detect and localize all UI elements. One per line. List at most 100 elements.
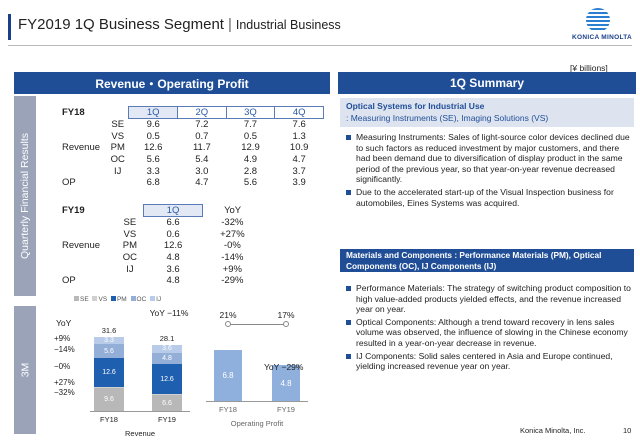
list-item: IJ Components: Solid sales centered in A… xyxy=(346,351,634,372)
page-number: 10 xyxy=(623,426,632,435)
fy19-q1-header: 1Q xyxy=(142,204,204,217)
bar-total-label: 28.1 xyxy=(159,333,175,343)
table-cell: 0.5 xyxy=(146,130,160,142)
header-divider xyxy=(8,45,632,46)
table-row: Revenue PM 12.6 11.7 12.9 10.9 xyxy=(62,142,324,154)
table-row: OC 4.8 -14% xyxy=(62,252,262,264)
bar-segment-ij: 3.3 xyxy=(94,336,124,345)
section1-bullet-list: Measuring Instruments: Sales of light-so… xyxy=(346,132,634,210)
bar-segment-vs xyxy=(152,394,182,396)
table-cell: 10.9 xyxy=(289,142,309,154)
section1-title: Optical Systems for Industrial Use xyxy=(346,101,485,111)
table-row: OP 6.8 4.7 5.6 3.9 xyxy=(62,177,324,189)
legend-swatch xyxy=(92,296,98,301)
op-bar: 4.8 xyxy=(272,365,300,401)
title-accent-bar xyxy=(8,14,11,40)
fy18-year-label: FY18 xyxy=(62,107,85,118)
legend-swatch xyxy=(130,296,136,301)
table-cell: 5.6 xyxy=(243,177,258,189)
x-tick-label: FY18 xyxy=(100,415,118,424)
margin-point xyxy=(225,321,231,327)
table-row: IJ 3.3 3.0 2.8 3.7 xyxy=(62,165,324,177)
table-row: OP 4.8 -29% xyxy=(62,275,262,287)
legend-label: SE xyxy=(80,296,89,303)
x-axis-title: Revenue xyxy=(124,429,156,438)
op-label: OP xyxy=(62,177,76,189)
konica-minolta-logo-icon xyxy=(586,8,610,32)
x-tick-label: FY18 xyxy=(219,405,237,414)
table-cell: 11.7 xyxy=(192,142,211,154)
yoy-seg-pm: −0% xyxy=(54,362,71,371)
table-cell: 3.9 xyxy=(292,177,306,189)
table-row: Revenue PM 12.6 -0% xyxy=(62,240,262,252)
section2-bullet-list: Performance Materials: The strategy of s… xyxy=(346,283,634,374)
yoy-seg-ij: +9% xyxy=(54,334,71,343)
bar-segment-se: 6.6 xyxy=(152,395,182,411)
table-cell: 4.9 xyxy=(243,153,258,165)
table-cell: 5.6 xyxy=(146,153,160,165)
yoy-cell: +9% xyxy=(222,263,242,275)
fy18-quarterly-table: FY18 1Q 2Q 3Q 4Q SE 9.6 7.2 7.7 7.6 VS 0… xyxy=(62,106,324,189)
table-cell: 4.7 xyxy=(195,177,209,189)
yoy-cell: -0% xyxy=(223,240,241,252)
table-row: IJ 3.6 +9% xyxy=(62,263,262,275)
table-cell: 0.5 xyxy=(243,130,258,142)
margin-point xyxy=(283,321,289,327)
logo-text: KONICA MINOLTA xyxy=(572,34,633,41)
fy19-yoy-header: YoY xyxy=(224,205,242,216)
bar-segment-pm: 12.6 xyxy=(152,364,182,395)
yoy-total-label: YoY −11% xyxy=(149,308,189,318)
yoy-op-label: YoY −29% xyxy=(264,362,304,372)
table-row: VS 0.6 +27% xyxy=(62,228,262,240)
op-label: OP xyxy=(62,275,76,287)
section1-subtitle: : Measuring Instruments (SE), Imaging So… xyxy=(346,113,549,123)
fy18-q1-header: 1Q xyxy=(128,106,179,119)
fy19-year-label: FY19 xyxy=(62,205,85,216)
table-cell: 3.0 xyxy=(195,165,209,177)
table-cell: 7.7 xyxy=(243,119,258,131)
seg-label: PM xyxy=(110,142,125,154)
footer-company: Konica Minolta, Inc. xyxy=(520,426,586,435)
x-axis-line xyxy=(206,401,308,402)
table-row: SE 6.6 -32% xyxy=(62,217,262,229)
yoy-cell: +27% xyxy=(220,228,245,240)
legend-label: OC xyxy=(136,296,147,303)
list-item: Optical Components: Although a trend tow… xyxy=(346,317,634,349)
table-cell: 6.6 xyxy=(166,217,180,229)
seg-label: PM xyxy=(122,240,138,252)
x-tick-label: FY19 xyxy=(158,415,176,424)
list-item: Due to the accelerated start-up of the V… xyxy=(346,187,634,208)
list-item: Performance Materials: The strategy of s… xyxy=(346,283,634,315)
table-row: OC 5.6 5.4 4.9 4.7 xyxy=(62,154,324,166)
seg-label: OC xyxy=(122,251,138,263)
yoy-cell: -14% xyxy=(221,251,244,263)
summary-section1-header: Optical Systems for Industrial Use : Mea… xyxy=(340,98,634,127)
legend-label: PM xyxy=(116,296,127,303)
bar-segment-pm: 12.6 xyxy=(94,357,124,388)
summary-section2-header: Materials and Components : Performance M… xyxy=(340,249,634,272)
yoy-seg-vs: +27% xyxy=(54,378,75,387)
op-bar: 6.8 xyxy=(214,350,242,401)
seg-label: VS xyxy=(111,130,125,142)
margin-label: 21% xyxy=(219,310,237,320)
bar-total-label: 31.6 xyxy=(101,325,117,335)
revenue-op-banner: Revenue・Operating Profit xyxy=(14,72,330,94)
seg-label: IJ xyxy=(126,263,134,275)
legend-swatch xyxy=(150,296,156,301)
side-label-quarterly: Quarterly Financial Results xyxy=(14,96,36,296)
table-cell: 12.9 xyxy=(241,142,260,154)
fy18-q4-header: 4Q xyxy=(274,106,324,119)
x-tick-label: FY19 xyxy=(277,405,295,414)
table-cell: 7.6 xyxy=(292,119,306,131)
yoy-seg-oc: −14% xyxy=(54,345,75,354)
page-title: FY2019 1Q Business Segment | Industrial Bu… xyxy=(18,16,341,33)
yoy-seg-label: YoY xyxy=(56,318,72,328)
fy19-quarterly-table: FY19 1Q YoY SE 6.6 -32% VS 0.6 +27% Revenue P… xyxy=(62,204,262,287)
x-axis-title: Operating Profit xyxy=(230,419,284,428)
table-cell: 9.6 xyxy=(146,119,160,131)
title-separator: | xyxy=(227,16,232,33)
table-cell: 4.7 xyxy=(292,153,306,165)
legend-label: VS xyxy=(98,296,108,303)
table-cell: 0.6 xyxy=(166,228,180,240)
seg-label: IJ xyxy=(114,165,122,177)
